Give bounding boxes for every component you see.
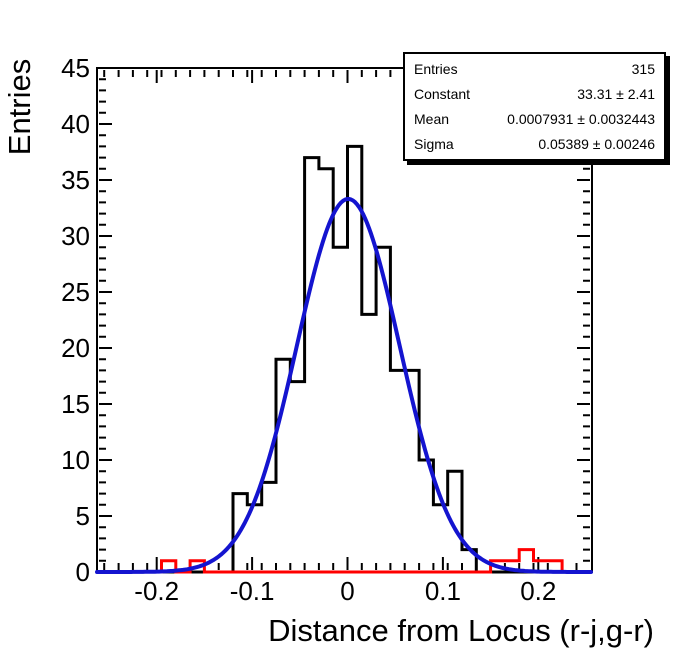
y-tick-label: 30 [61,221,90,251]
stats-row-entries: Entries 315 [405,61,664,77]
stats-value: 0.0007931 ± 0.0032443 [507,110,655,127]
stats-value: 315 [631,61,655,78]
y-tick-label: 40 [61,109,90,139]
x-tick-label: 0.2 [520,576,556,606]
red-outlier-histogram [97,548,592,574]
x-tick-label: 0 [340,576,354,606]
y-tick-label: 15 [61,389,90,419]
x-axis-title: Distance from Locus (r-j,g-r) [268,613,654,648]
stats-label: Entries [414,61,458,78]
x-tick-label: 0.1 [425,576,461,606]
stats-row-constant: Constant 33.31 ± 2.41 [405,86,664,102]
black-histogram [97,144,592,574]
y-tick-label: 0 [76,557,90,587]
stats-label: Mean [414,110,450,127]
gaussian-fit-curve [95,197,593,574]
stats-label: Constant [414,86,471,103]
stats-value: 33.31 ± 2.41 [577,86,655,103]
stats-value: 0.05389 ± 0.00246 [538,135,655,152]
plot-generated-layers: 0 5 10 15 20 25 30 35 40 45 -0.2 -0.1 0 0.1 0.2 [61,53,593,606]
y-axis-title: Entries [2,59,37,155]
stats-label: Sigma [414,135,454,152]
y-tick-label: 35 [61,165,90,195]
x-tick-label: -0.1 [230,576,275,606]
y-tick-label: 20 [61,333,90,363]
stats-row-mean: Mean 0.0007931 ± 0.0032443 [405,111,664,127]
y-tick-label: 45 [61,53,90,83]
y-tick-label: 5 [76,501,90,531]
stats-box: Entries 315 Constant 33.31 ± 2.41 Mean 0.0007… [403,52,666,161]
y-tick-label: 10 [61,445,90,475]
x-tick-label: -0.2 [134,576,179,606]
y-tick-label: 25 [61,277,90,307]
stats-row-sigma: Sigma 0.05389 ± 0.00246 [405,136,664,152]
